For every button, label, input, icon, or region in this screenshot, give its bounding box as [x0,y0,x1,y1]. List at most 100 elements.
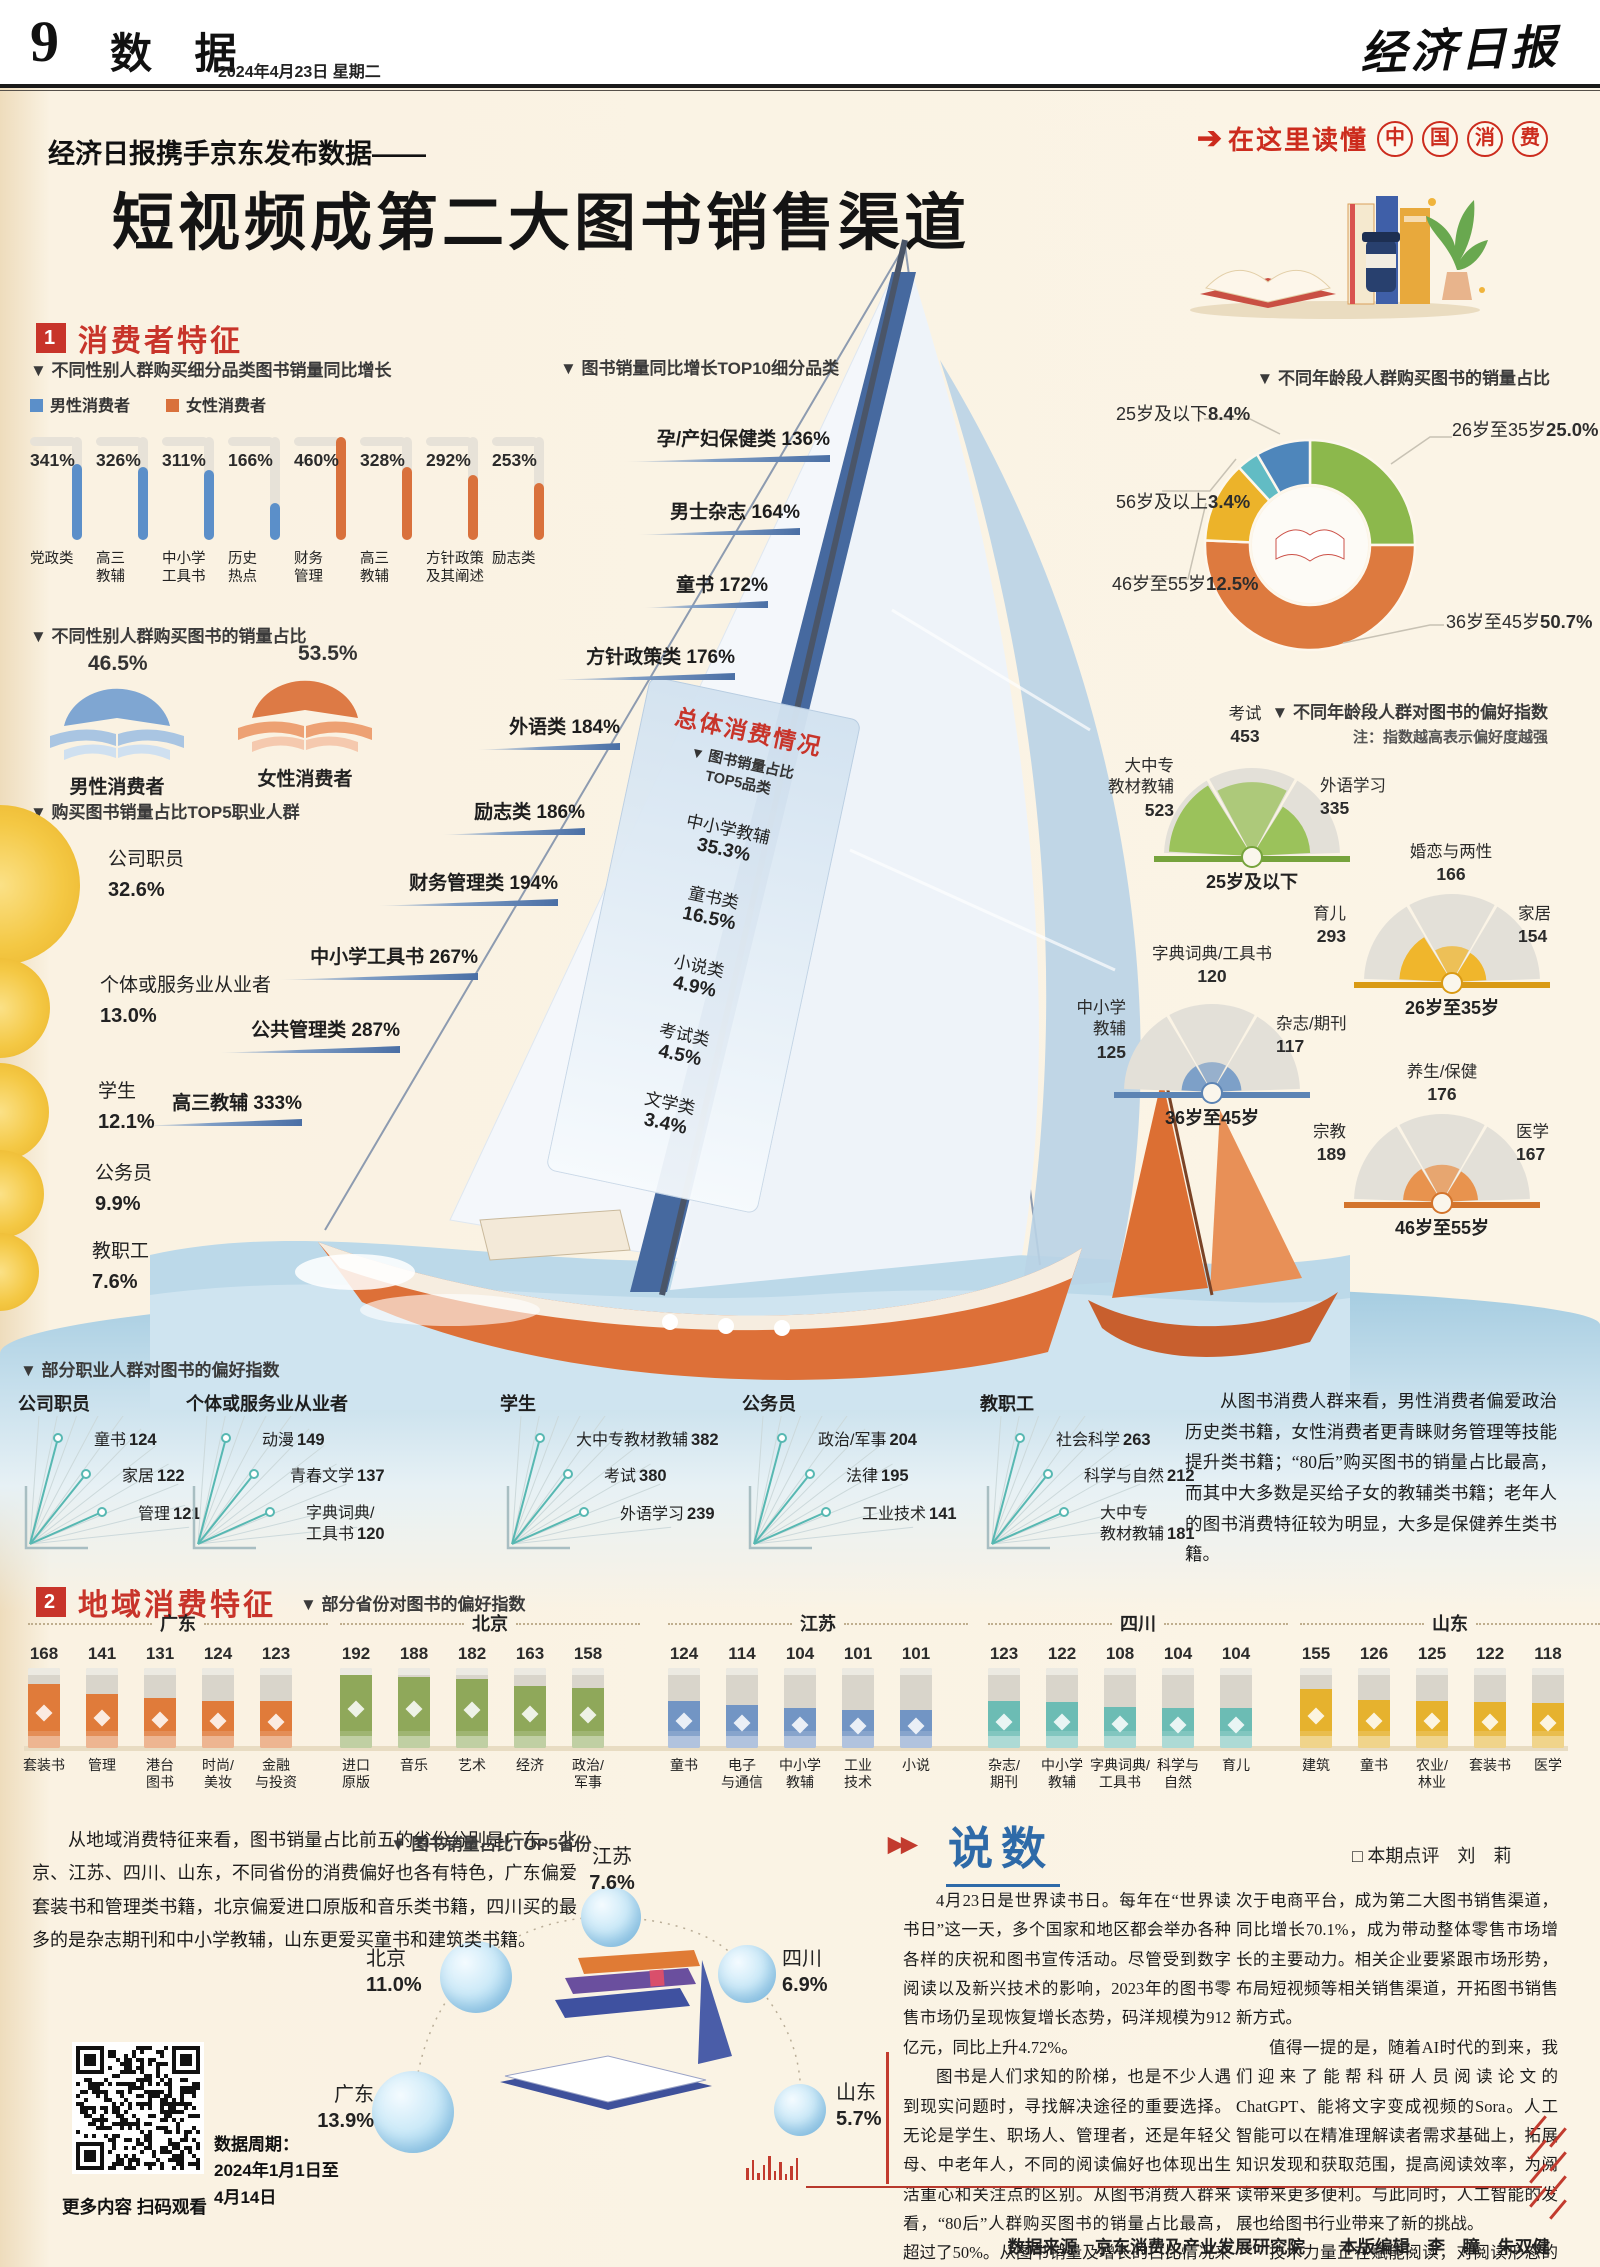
arrow-icon: ➔ [1196,122,1222,155]
data-period: 数据周期： 2024年1月1日至 4月14日 [214,2135,339,2207]
gauge-group-name: 26岁至35岁 [1404,998,1500,1018]
bubble-label: 广东 13.9% [317,2084,374,2132]
gauge-age-46-55 [1344,1114,1540,1214]
bar-value: 292% [426,450,471,470]
fan-item: 青春文学 137 [290,1467,385,1485]
top5-provinces-subtitle: ▼ 图书销量占比TOP5省份 [390,1835,592,1854]
bar-fill [468,474,478,540]
province-bar: 188 音乐 [398,1644,430,1773]
fan-item: 科学与自然 212 [1084,1467,1195,1485]
books-illustration [1190,196,1488,319]
bar-fill [534,483,544,540]
province-bar: 101 小说 [900,1644,932,1773]
overall-item: 考试类 4.5% [656,1020,712,1071]
male-book-icon [50,688,184,760]
age-share-donut [1130,418,1452,652]
occupation-item: 教职工 7.6% [92,1241,150,1293]
fan-item: 童书 124 [94,1431,157,1449]
gauge-group-name: 36岁至45岁 [1164,1108,1260,1128]
age-share-label: 25岁及以下8.4% [1116,403,1251,424]
fan-icon [24,1416,190,1550]
shuoshu-title: 说数 [946,1812,1061,1887]
occupation-item: 公务员 9.9% [95,1163,153,1215]
region-summary-paragraph: 从地域消费特征来看，图书销量占比前五的省份分别是广东、北京、江苏、四川、山东，不… [32,1830,577,1951]
shuoshu-column-1: 4月23日是世界读书日。每年在“世界读书日”这一天，多个国家和地区都会举办各种各… [903,1886,1231,2267]
fan-item: 家居 122 [122,1467,185,1485]
gauge-label: 大中专 教材教辅 523 [1108,757,1174,820]
occupation-disc [0,1149,45,1239]
province-bar: 141 管理 [86,1644,118,1773]
female-share-value: 53.5% [298,642,358,665]
province-bar: 122 套装书 [1469,1644,1511,1773]
gauge-label: 医学 167 [1516,1123,1549,1165]
bar-value: 166% [228,450,273,470]
overall-item: 中小学教辅 35.3% [684,811,772,867]
top10-item: 高三教辅 333% [138,1088,302,1126]
bar-label: 励志类 [492,551,536,567]
bubble-label: 江苏 7.6% [589,1846,635,1894]
shuoshu-column-2: 次于电商平台，成为第二大图书销售渠道，同比增长70.1%，成为带动整体零售市场增… [1236,1886,1558,2267]
province-bar: 124 童书 [668,1644,700,1773]
age-pref-subtitle: ▼ 不同年龄段人群对图书的偏好指数 [1271,703,1548,722]
fan-item: 政治/军事 204 [818,1431,917,1449]
province-name: 广东 [160,1614,196,1634]
overall-item: 小说类 4.9% [671,952,726,1002]
bar-value: 253% [492,450,537,470]
slogan-char: 中 [1377,120,1413,157]
gender-bar: 460% 财务 管理 [294,436,354,587]
gender-bar: 253% 励志类 [492,437,552,587]
slogan-char: 消 [1467,120,1503,157]
age-share-label: 46岁至55岁12.5% [1112,573,1259,594]
section1-header: 1 消费者特征 [36,316,243,360]
bubble-label: 北京 11.0% [366,1948,422,1996]
occupation-disc [0,1233,39,1311]
province-bar: 124 时尚/ 美妆 [202,1644,234,1790]
gender-bar: 326% 高三 教辅 [96,437,156,587]
slogan-text: 在这里读懂 [1227,125,1368,155]
female-color-swatch [166,399,180,412]
province-bar: 104 科学与 自然 [1157,1644,1199,1790]
kicker: 经济日报携手京东发布数据—— [48,139,426,169]
province-bar: 123 金融 与投资 [255,1644,297,1790]
top10-item: 外语类 184% [475,712,620,750]
fan-item: 工业技术 141 [862,1505,957,1523]
fan-icon [192,1416,358,1550]
occupation-disc [0,957,51,1059]
province-bubble-beijing [439,1940,513,2014]
female-share-label: 女性消费者 [257,769,353,790]
province-bubble-shandong [773,2083,827,2137]
top10-item: 孕/产妇保健类 136% [622,424,830,462]
qr-caption: 更多内容 扫码观看 [62,2197,207,2217]
tick-marks-decoration [746,2156,798,2180]
gauge-label: 杂志/期刊 117 [1276,1015,1347,1057]
bar-fill [270,502,280,540]
province-name: 山东 [1432,1614,1468,1634]
age-pref-note: 注：指数越高表示偏好度越强 [1352,729,1548,746]
province-bubble-guangdong [371,2070,454,2153]
bubble-label: 山东 5.7% [836,2082,882,2130]
province-bar: 168 套装书 [23,1644,65,1773]
gauge-label: 育儿 293 [1313,905,1346,947]
shuoshu-arrows-icon: ▶▶ [888,1833,917,1856]
age-share-label: 26岁至35岁25.0% [1452,419,1599,440]
age-share-label: 36岁至45岁50.7% [1446,611,1593,632]
fan-group-title: 公司职员 [18,1394,90,1414]
footer-credits: 数据来源 京东消费及产业发展研究院 本版编辑 李 瞳 朱双健 [1007,2237,1551,2257]
bar-value: 460% [294,450,339,470]
province-group-sichuan: 四川 123 杂志/ 期刊 122 中小学 教辅 108 字典词典/ 工具书 104 科… [988,1610,1288,1791]
gauge-label: 考试 453 [1228,705,1262,747]
fan-group-company: 公司职员 童书 124 家居 122 管理 121 [18,1390,253,1570]
bar-value: 328% [360,450,405,470]
bar-label: 高三 教辅 [96,551,125,586]
slogan-char: 国 [1422,120,1458,157]
overall-item: 童书类 16.5% [680,883,741,935]
gauge-label: 养生/保健 176 [1406,1063,1478,1105]
province-bar: 163 经济 [514,1644,546,1773]
province-bubble-jiangsu [580,1886,642,1948]
bar-label: 党政类 [30,551,74,567]
fan-group-civil-servants: 公务员 政治/军事 204 法律 195 工业技术 141 [742,1390,977,1570]
province-bar: 122 中小学 教辅 [1041,1644,1083,1790]
gauge-age-25-under [1154,768,1350,868]
fan-item: 大中专 教材教辅 181 [1100,1505,1195,1543]
overall-item: 文学类 3.4% [642,1088,697,1139]
